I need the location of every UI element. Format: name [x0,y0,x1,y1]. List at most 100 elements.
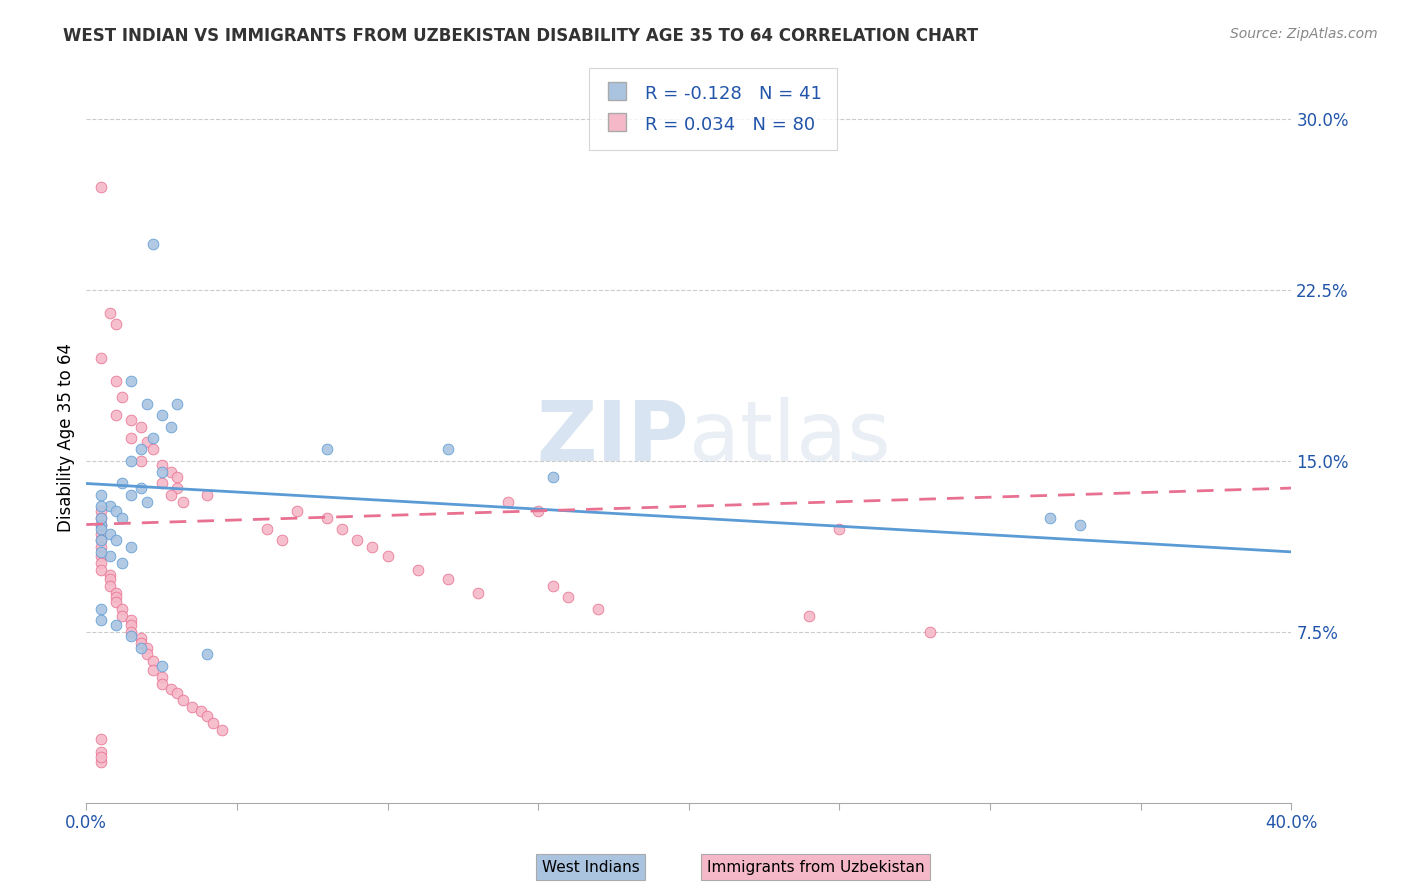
Point [129,419,152,434]
Point [105,595,128,609]
Y-axis label: Disability Age 35 to 64: Disability Age 35 to 64 [58,343,75,533]
Point [90,556,112,570]
Point [316,510,339,524]
Point [332,522,354,536]
Point [90,510,112,524]
Point [142,654,165,668]
Point [105,408,128,422]
Point [90,545,112,559]
Point [166,469,188,483]
Point [111,510,134,524]
Point [166,686,188,700]
Point [346,533,368,548]
Point [90,533,112,548]
Point [90,351,112,365]
Point [100,305,122,319]
Point [121,431,143,445]
Point [90,755,112,769]
Point [828,522,851,536]
Point [361,541,384,555]
Point [150,658,173,673]
Point [159,465,181,479]
Point [172,693,194,707]
Point [377,549,399,564]
Point [90,510,112,524]
Point [159,488,181,502]
Text: Source: ZipAtlas.com: Source: ZipAtlas.com [1230,27,1378,41]
Point [195,488,218,502]
Point [121,374,143,388]
Point [90,517,112,532]
Point [90,517,112,532]
Point [90,522,112,536]
Point [100,579,122,593]
Point [100,572,122,586]
Point [142,664,165,678]
Point [121,613,143,627]
Point [100,567,122,582]
Point [150,677,173,691]
Point [100,526,122,541]
Point [90,731,112,746]
Point [918,624,941,639]
Text: ZIP: ZIP [536,398,689,478]
Point [111,602,134,616]
Point [180,699,202,714]
Text: WEST INDIAN VS IMMIGRANTS FROM UZBEKISTAN DISABILITY AGE 35 TO 64 CORRELATION CH: WEST INDIAN VS IMMIGRANTS FROM UZBEKISTA… [63,27,979,45]
Point [105,591,128,605]
Point [90,541,112,555]
Point [90,526,112,541]
Point [135,397,157,411]
Point [201,715,224,730]
Point [799,608,821,623]
Point [90,549,112,564]
Point [90,488,112,502]
Point [496,494,519,508]
Point [121,629,143,643]
Point [129,481,152,495]
Point [129,640,152,655]
Point [135,435,157,450]
Point [150,458,173,473]
Point [150,465,173,479]
Point [90,750,112,764]
Legend: R = -0.128   N = 41, R = 0.034   N = 80: R = -0.128 N = 41, R = 0.034 N = 80 [589,68,837,150]
Point [129,453,152,467]
Point [166,397,188,411]
Point [129,632,152,646]
Point [121,453,143,467]
Text: West Indians: West Indians [541,860,640,874]
Point [111,556,134,570]
Point [121,412,143,426]
Point [121,488,143,502]
Point [436,442,458,457]
Point [1069,517,1091,532]
Point [271,533,294,548]
Point [406,563,429,577]
Point [111,390,134,404]
Point [121,541,143,555]
Point [121,617,143,632]
Point [166,481,188,495]
Point [159,419,181,434]
Point [527,504,550,518]
Point [111,476,134,491]
Point [541,579,564,593]
Point [135,640,157,655]
Point [467,586,489,600]
Point [105,374,128,388]
Point [105,317,128,331]
Point [105,586,128,600]
Point [135,648,157,662]
Point [541,469,564,483]
Point [100,549,122,564]
Point [211,723,233,737]
Point [121,624,143,639]
Point [90,613,112,627]
Point [142,431,165,445]
Point [129,636,152,650]
Point [90,500,112,514]
Point [1039,510,1062,524]
Text: atlas: atlas [689,398,890,478]
Point [190,705,212,719]
